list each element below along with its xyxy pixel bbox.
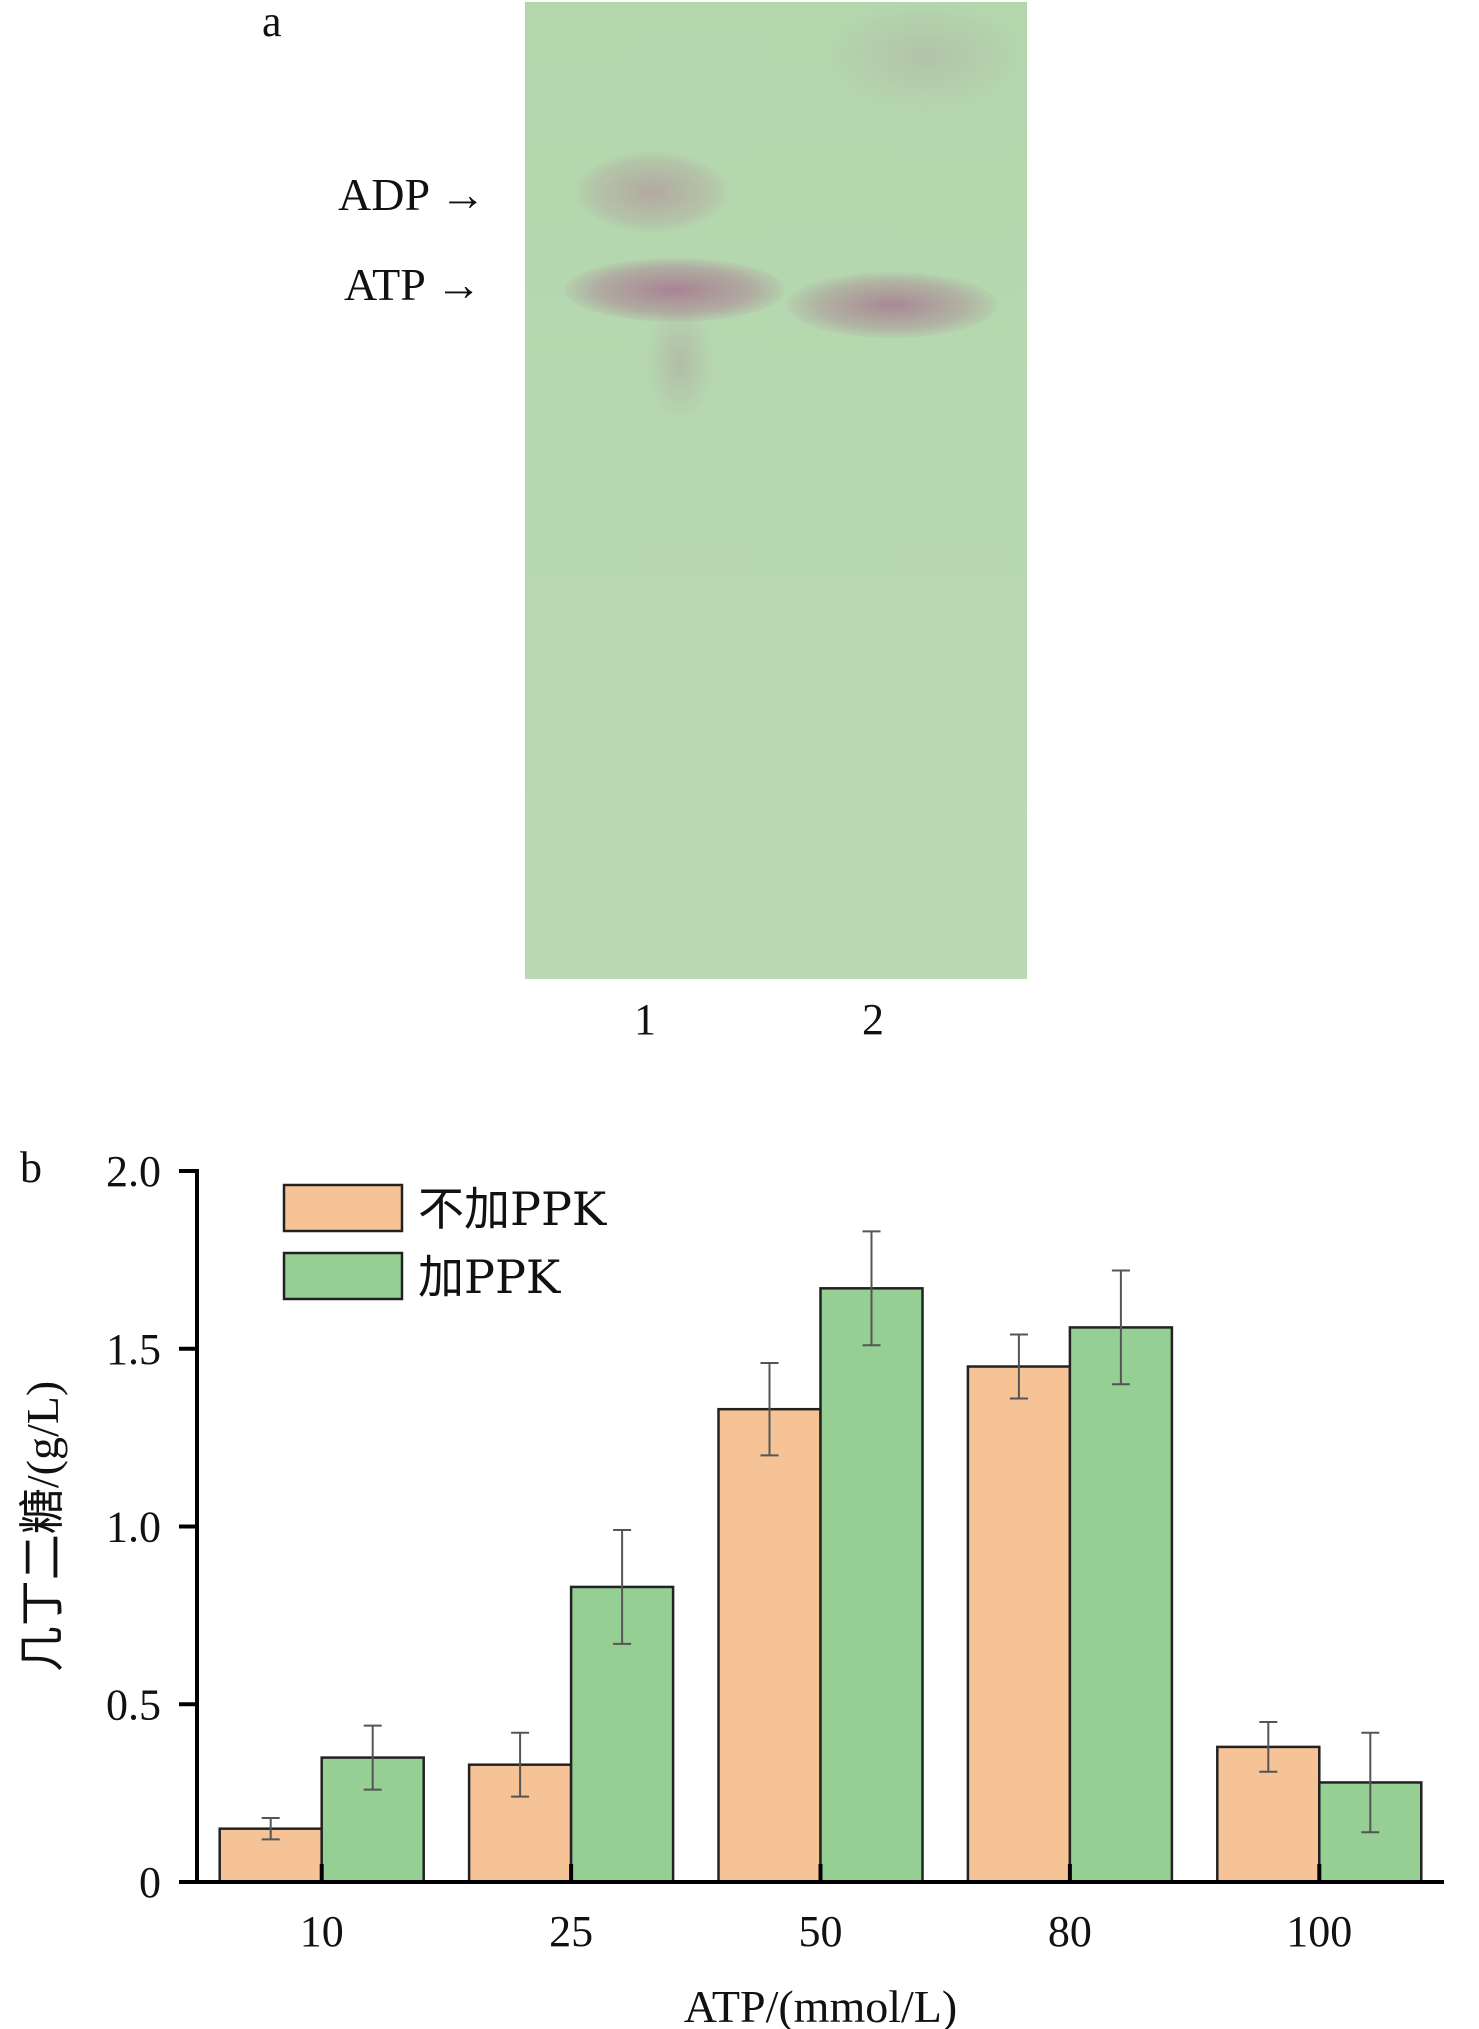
adp-marker-label: ADP → bbox=[338, 169, 486, 220]
y-tick-label-1.5: 1.5 bbox=[106, 1325, 161, 1374]
tlc-plate bbox=[525, 2, 1027, 979]
panel-b-letter: b bbox=[20, 1143, 42, 1192]
lane-1-adp-spot bbox=[577, 152, 727, 232]
error-bars-layer bbox=[261, 1230, 1380, 1841]
bars-layer bbox=[218, 1287, 1423, 1884]
y-tick-label-0: 0 bbox=[139, 1858, 161, 1907]
lane-2-label: 2 bbox=[862, 995, 884, 1044]
tlc-panel: a ADP → ATP → 1 2 bbox=[262, 0, 1027, 1044]
lane-1-label: 1 bbox=[634, 995, 656, 1044]
axis-titles: ATP/(mmol/L) 几丁二糖/(g/L) bbox=[17, 1381, 957, 2029]
legend-swatch-no-ppk bbox=[282, 1183, 404, 1233]
bar-chart-panel: b 10 25 50 80 100 0 0.5 1.0 1.5 2.0 不加PPK 加PPK ATP… bbox=[0, 1060, 1479, 2029]
atp-marker-label: ATP → bbox=[344, 259, 482, 310]
x-tick-label-80: 80 bbox=[1048, 1907, 1092, 1956]
lane-1-atp-tail bbox=[645, 302, 715, 422]
legend-swatch-with-ppk bbox=[282, 1251, 404, 1301]
panel-a-letter: a bbox=[262, 0, 282, 46]
bar-no-ppk-50 bbox=[717, 1407, 822, 1884]
lane-1-atp-spot bbox=[565, 258, 785, 322]
y-tick-label-1.0: 1.0 bbox=[106, 1503, 161, 1552]
bar-no-ppk-80 bbox=[966, 1365, 1072, 1884]
x-tick-label-50: 50 bbox=[799, 1907, 843, 1956]
bar-with-ppk-50 bbox=[819, 1287, 924, 1884]
x-tick-label-25: 25 bbox=[549, 1907, 593, 1956]
y-tick-label-0.5: 0.5 bbox=[106, 1680, 161, 1729]
legend: 不加PPK 加PPK bbox=[282, 1182, 608, 1304]
x-tick-label-10: 10 bbox=[300, 1907, 344, 1956]
bar-with-ppk-80 bbox=[1068, 1326, 1174, 1884]
y-axis-title: 几丁二糖/(g/L) bbox=[17, 1381, 68, 1672]
lane-2-top-smear bbox=[825, 2, 1025, 112]
ticks-layer: 10 25 50 80 100 0 0.5 1.0 1.5 2.0 bbox=[106, 1147, 1352, 1956]
legend-label-no-ppk: 不加PPK bbox=[418, 1182, 608, 1236]
x-tick-label-100: 100 bbox=[1286, 1907, 1352, 1956]
y-tick-label-2.0: 2.0 bbox=[106, 1147, 161, 1196]
bar-chart: 10 25 50 80 100 0 0.5 1.0 1.5 2.0 不加PPK 加PPK ATP/(… bbox=[17, 1147, 1444, 2029]
lane-2-atp-spot bbox=[787, 272, 997, 338]
x-axis-title: ATP/(mmol/L) bbox=[684, 1981, 957, 2029]
legend-label-with-ppk: 加PPK bbox=[418, 1250, 562, 1304]
